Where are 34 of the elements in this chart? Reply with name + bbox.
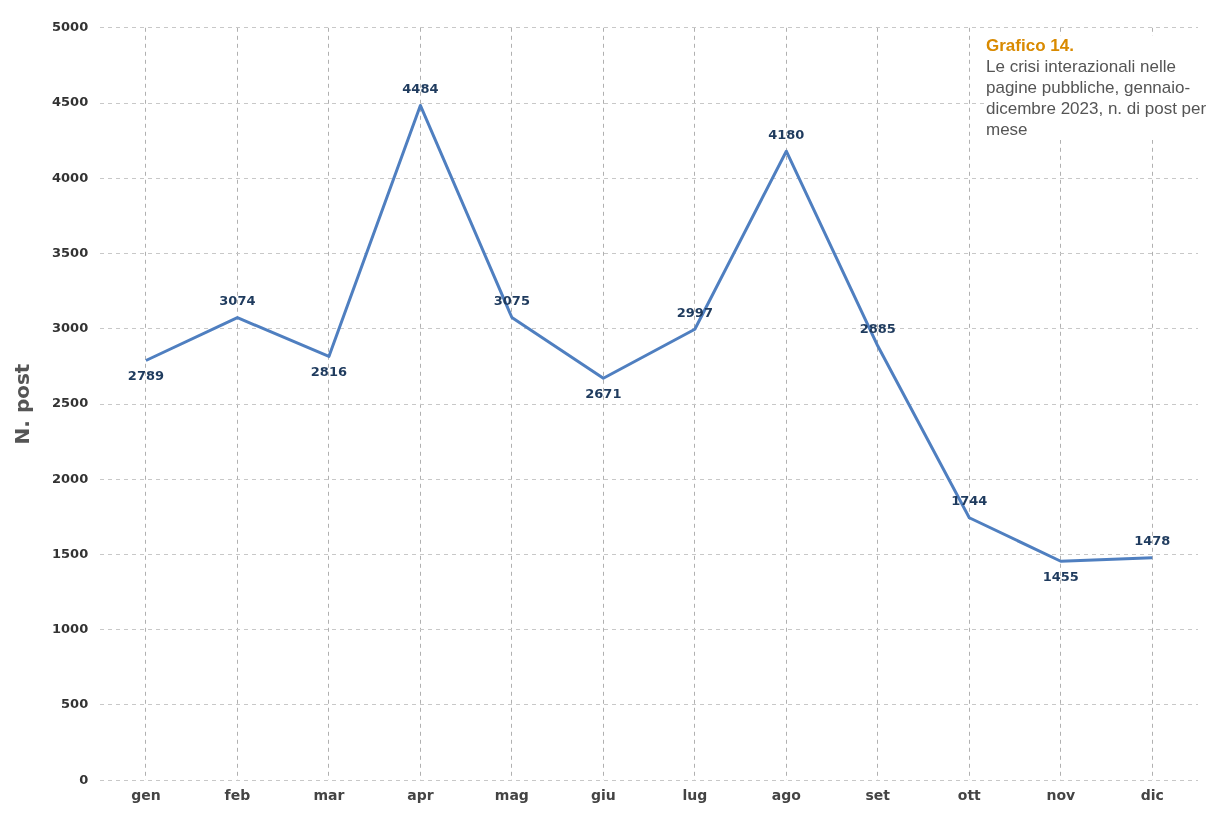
y-tick-label: 0 [79, 771, 89, 787]
y-tick-label: 3500 [51, 244, 89, 260]
y-tick-label: 4500 [51, 94, 89, 110]
data-label: 4180 [768, 126, 805, 142]
y-tick-label: 3000 [51, 320, 89, 336]
x-tick-label: apr [407, 787, 434, 804]
data-label: 2816 [310, 363, 347, 379]
y-tick-label: 4000 [51, 169, 89, 185]
y-tick-label: 5000 [51, 19, 89, 35]
x-tick-label: feb [224, 787, 251, 804]
x-tick-label: mar [313, 787, 345, 804]
y-axis-title: N. post [10, 363, 35, 445]
data-label: 2671 [585, 385, 622, 401]
x-tick-label: nov [1046, 787, 1076, 804]
x-tick-label: giu [590, 787, 616, 804]
x-tick-label: gen [131, 787, 161, 804]
x-tick-label: mag [494, 787, 529, 804]
x-tick-label: lug [682, 787, 708, 804]
data-label: 1455 [1042, 568, 1079, 584]
x-tick-label: set [865, 787, 891, 804]
y-tick-label: 2000 [51, 470, 89, 486]
x-tick-label: ago [771, 787, 802, 804]
y-tick-label: 1500 [51, 545, 89, 561]
x-tick-label: dic [1140, 787, 1164, 804]
y-tick-label: 500 [61, 696, 89, 712]
data-label: 4484 [402, 80, 439, 96]
x-tick-label: ott [957, 787, 982, 804]
y-tick-label: 1000 [51, 621, 89, 637]
text: Grafico 14. [986, 36, 1075, 56]
data-label: 3074 [219, 293, 256, 308]
text: Le crisi interazionali nelle pagine pubbliche, gennaio-dicembre 2023, n. di post per mese [986, 56, 1208, 140]
data-label: 1478 [1134, 533, 1171, 549]
data-label: 2789 [127, 367, 165, 383]
y-tick-label: 2500 [51, 395, 89, 411]
